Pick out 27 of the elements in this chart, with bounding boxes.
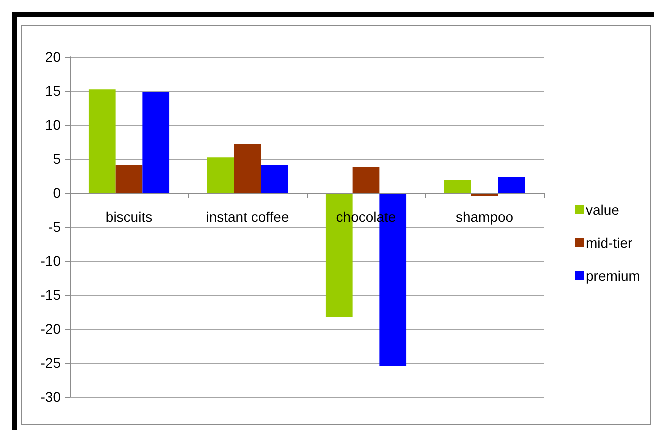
y-tick-label: 0 [53,185,62,201]
y-tick-label: -25 [40,355,62,371]
legend-label: value [586,202,620,218]
y-tick-label: -20 [40,321,62,337]
bar [142,92,170,193]
bar [352,167,380,193]
legend-label: premium [586,268,640,284]
x-tick-label: chocolate [336,209,396,225]
bar [498,177,526,193]
y-tick-label: 20 [45,49,62,65]
legend-label: mid-tier [586,235,634,251]
y-tick-label: -5 [48,219,62,235]
y-tick-label: 10 [45,117,62,133]
y-tick-label: -30 [40,389,62,405]
x-tick-label: biscuits [106,209,153,225]
x-tick-label: instant coffee [206,209,290,225]
x-tick-label: shampoo [456,209,514,225]
bar [444,180,472,193]
bar [116,165,143,193]
bar [261,165,288,193]
bar [234,144,262,193]
y-tick-label: -10 [40,253,62,269]
bar [88,90,116,193]
y-tick-label: 15 [45,83,62,99]
y-tick-label: 5 [53,151,62,167]
bar [207,158,234,193]
y-tick-label: -15 [40,287,62,303]
